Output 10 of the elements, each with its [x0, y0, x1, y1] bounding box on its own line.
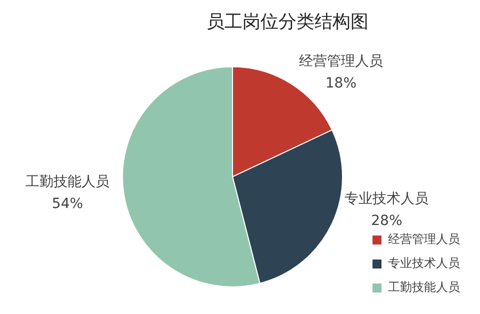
legend-label: 经营管理人员	[388, 232, 460, 246]
legend-label: 专业技术人员	[388, 256, 460, 270]
data-label: 54%	[52, 196, 84, 212]
slice-label: 专业技术人员	[344, 191, 429, 208]
slice-label: 经营管理人员	[298, 54, 383, 70]
slice-label: 工勤技能人员	[25, 174, 110, 190]
data-label: 28%	[371, 213, 402, 230]
chart-title: 员工岗位分类结构图	[206, 11, 368, 32]
legend-label: 工勤技能人员	[388, 280, 460, 294]
data-label: 18%	[325, 76, 357, 92]
